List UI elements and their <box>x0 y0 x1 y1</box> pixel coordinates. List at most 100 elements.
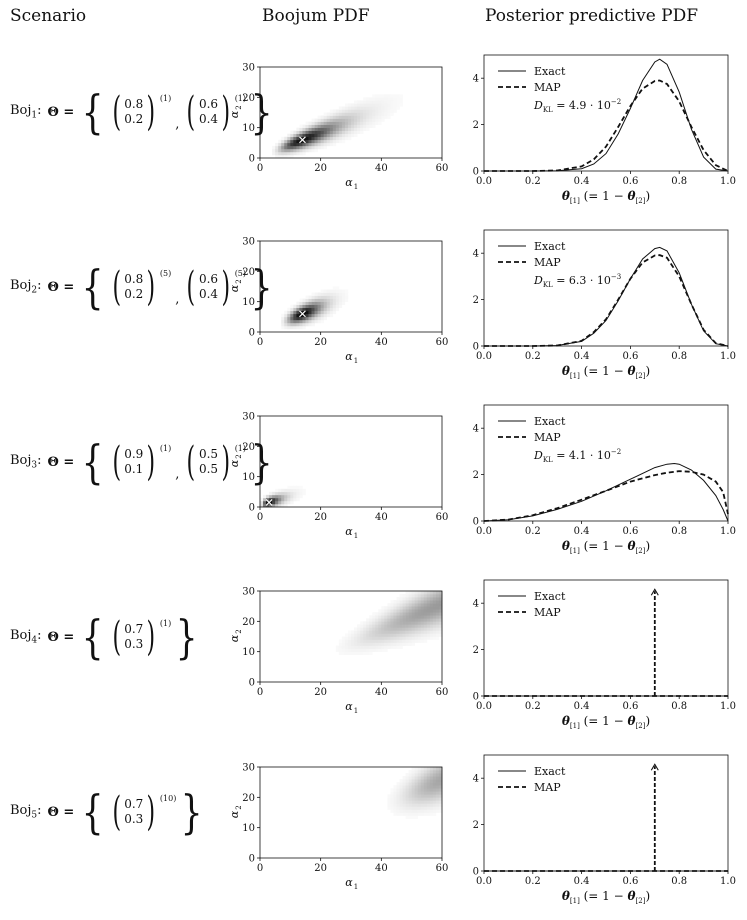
heatmap-cell <box>381 645 385 649</box>
heatmap-cell <box>290 154 294 159</box>
heatmap-cell <box>338 645 343 649</box>
heatmap-cell <box>290 304 294 309</box>
heatmap-cell <box>420 800 425 804</box>
heatmap-cell <box>393 606 397 610</box>
heatmap-cell <box>375 106 379 110</box>
heatmap-cell <box>399 803 403 807</box>
heatmap-cell <box>405 812 409 816</box>
heatmap-cell <box>432 797 437 801</box>
heatmap-cell <box>435 612 440 616</box>
scenario-label: Boj1: <box>10 103 42 121</box>
heatmap-cell <box>308 139 312 144</box>
right-brace: } <box>250 260 273 314</box>
heatmap-cell <box>272 145 276 150</box>
heatmap-cell <box>402 618 406 622</box>
heatmap-cell <box>429 794 434 798</box>
heatmap-cell <box>266 500 270 505</box>
heatmap-cell <box>335 645 340 649</box>
heatmap-cell <box>396 800 400 804</box>
heatmap-cell <box>435 788 440 792</box>
y-tick-label: 0 <box>249 854 255 865</box>
heatmap-cell <box>347 115 352 119</box>
heatmap-cell <box>305 139 309 144</box>
theta-vector: (0.7 0.3) (1) <box>112 614 172 660</box>
heatmap-cell <box>332 115 337 119</box>
heatmap-cell <box>411 785 415 789</box>
heatmap-cell <box>329 112 334 116</box>
heatmap-cell <box>411 618 415 622</box>
heatmap-cell <box>338 118 343 122</box>
heatmap-cell <box>399 600 403 604</box>
heatmap-cell <box>402 606 406 610</box>
heatmap-cell <box>402 615 406 619</box>
heatmap-cell <box>314 142 318 147</box>
heatmap-cell <box>266 503 270 508</box>
heatmap-cell <box>369 624 373 628</box>
heatmap-cell <box>423 788 428 792</box>
heatmap-cell <box>396 603 400 607</box>
heatmap-cell <box>384 612 388 616</box>
heatmap-cell <box>299 316 303 321</box>
heatmap-cell <box>347 106 352 110</box>
delta-spike <box>650 588 659 696</box>
heatmap-cell <box>332 136 337 141</box>
heatmap-cell <box>320 289 324 293</box>
heatmap-cell <box>429 597 434 601</box>
heatmap-cells <box>335 591 443 655</box>
heatmap-cell <box>381 97 385 101</box>
heatmap-cell <box>302 298 306 302</box>
series-exact-line <box>483 462 729 522</box>
heatmap-cell <box>417 785 422 789</box>
heatmap-cell <box>417 767 422 771</box>
heatmap-cell <box>369 639 373 643</box>
heatmap-cell <box>438 621 443 625</box>
heatmap-cell <box>369 636 373 640</box>
heatmap-cell <box>435 636 440 640</box>
heatmap-cell <box>420 809 425 813</box>
heatmap-cell <box>420 812 425 816</box>
heatmap-cell <box>323 142 328 147</box>
heatmap-cell <box>384 639 388 643</box>
heatmap-cell <box>426 600 431 604</box>
heatmap-cell <box>387 109 391 113</box>
heatmap-cell <box>411 812 415 816</box>
heatmap-cell <box>311 130 315 135</box>
heatmap-cell <box>429 806 434 810</box>
heatmap-cell <box>278 142 282 147</box>
scenario-column-header: Scenario <box>10 6 87 26</box>
heatmap-cell <box>381 624 385 628</box>
heatmap-cell <box>369 648 373 652</box>
heatmap-cell <box>429 630 434 634</box>
heatmap-cell <box>366 633 370 637</box>
heatmap-cell <box>378 618 382 622</box>
heatmap-cell <box>335 112 340 116</box>
x-tick-label: 0.8 <box>671 701 687 712</box>
heatmap-cell <box>338 651 343 655</box>
heatmap-cell <box>417 639 422 643</box>
heatmap-cell <box>417 812 422 816</box>
heatmap-cell <box>335 133 340 138</box>
heatmap-cell <box>366 630 370 634</box>
heatmap-cell <box>369 100 373 104</box>
heatmap-cell <box>326 301 331 305</box>
heatmap-cell <box>393 645 397 649</box>
heatmap-cell <box>281 313 285 318</box>
x-axis-label-sub: 1 <box>354 532 358 540</box>
heatmap-cell <box>399 618 403 622</box>
y-tick-label: 4 <box>473 424 479 435</box>
plot-frame <box>483 54 729 172</box>
heatmap-cell <box>347 109 352 113</box>
heatmap-cell <box>402 612 406 616</box>
heatmap-cell <box>305 142 309 147</box>
heatmap-cell <box>326 130 331 135</box>
heatmap-cell <box>372 615 376 619</box>
heatmap-cell <box>314 307 318 312</box>
y-tick-label: 10 <box>242 297 255 308</box>
heatmap-cell <box>351 630 355 634</box>
heatmap-cell <box>366 639 370 643</box>
heatmap-cell <box>344 648 349 652</box>
heatmap-cell <box>314 133 318 138</box>
